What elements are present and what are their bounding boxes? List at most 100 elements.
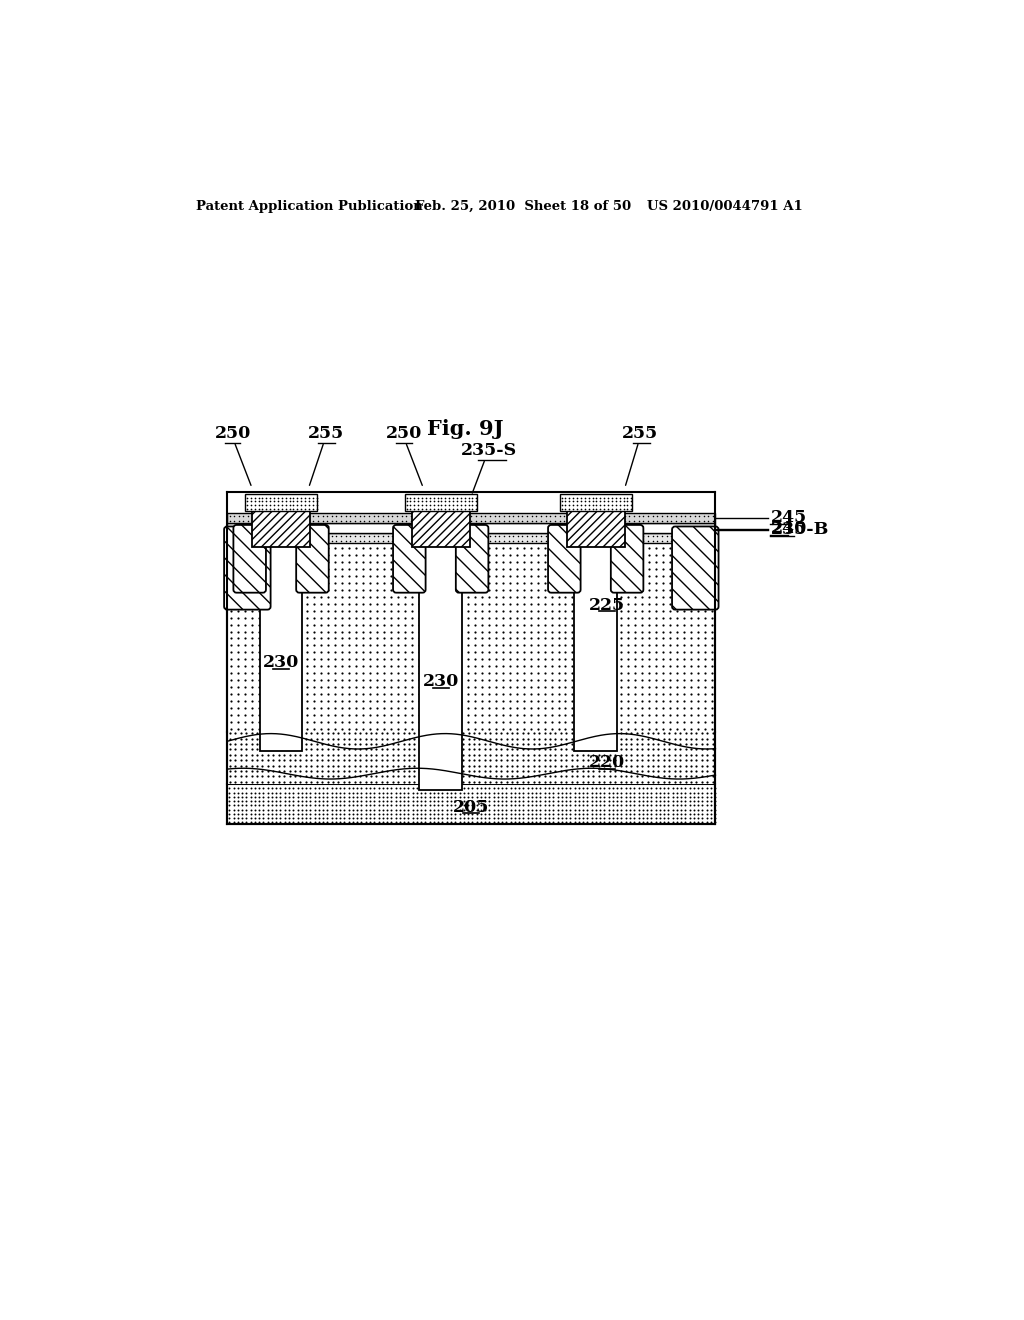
Point (444, 760, 461, 781)
Point (278, 487, 294, 508)
Point (473, 573, 489, 594)
Point (397, 545, 414, 566)
Point (384, 755, 400, 776)
Point (390, 642, 407, 663)
Point (580, 734, 596, 755)
Point (557, 545, 573, 566)
Point (472, 531, 488, 552)
Point (348, 586, 365, 607)
Point (696, 537, 713, 558)
Point (306, 628, 323, 649)
Point (480, 684, 497, 705)
Point (327, 552, 343, 573)
Point (631, 783, 647, 804)
Point (683, 558, 699, 579)
Point (254, 755, 270, 776)
Point (341, 697, 357, 718)
Point (707, 799, 723, 820)
Point (299, 545, 315, 566)
Point (430, 777, 446, 799)
Point (487, 729, 504, 750)
Point (306, 545, 323, 566)
Point (319, 739, 336, 760)
Point (656, 808, 673, 829)
Point (678, 760, 694, 781)
Point (471, 722, 487, 743)
Point (511, 777, 527, 799)
Point (407, 744, 423, 766)
Point (660, 787, 677, 808)
Point (648, 552, 665, 573)
Bar (227, 512, 716, 524)
Point (395, 760, 412, 781)
Point (613, 537, 630, 558)
Point (310, 808, 327, 829)
Point (600, 787, 616, 808)
Point (690, 614, 707, 635)
Point (455, 766, 471, 787)
Point (515, 750, 531, 771)
Point (643, 791, 659, 812)
Point (268, 812, 285, 833)
Point (348, 573, 365, 594)
Point (634, 565, 650, 586)
Point (699, 734, 716, 755)
Point (467, 642, 483, 663)
Point (665, 791, 681, 812)
Point (305, 531, 322, 552)
Point (430, 791, 446, 812)
Point (565, 499, 582, 520)
Point (362, 697, 379, 718)
Point (673, 804, 689, 825)
Point (221, 531, 238, 552)
Point (655, 601, 672, 622)
Point (229, 684, 246, 705)
Point (524, 777, 541, 799)
Point (477, 799, 494, 820)
Point (452, 777, 468, 799)
Point (473, 704, 489, 725)
Point (627, 718, 643, 739)
Point (660, 783, 677, 804)
Point (631, 511, 647, 532)
Point (683, 676, 699, 697)
Point (375, 799, 391, 820)
Point (306, 704, 323, 725)
Point (464, 799, 480, 820)
Point (544, 697, 560, 718)
Point (461, 750, 477, 771)
Point (487, 545, 504, 566)
Point (564, 697, 581, 718)
Point (375, 525, 391, 546)
Point (596, 795, 612, 816)
Point (357, 799, 374, 820)
Point (460, 656, 476, 677)
Point (357, 734, 374, 755)
Point (683, 663, 699, 684)
Point (408, 511, 424, 532)
Point (249, 771, 265, 792)
Point (662, 739, 678, 760)
Point (412, 750, 428, 771)
Point (413, 791, 429, 812)
Text: 250: 250 (386, 425, 422, 442)
Point (400, 766, 417, 787)
Point (449, 495, 465, 516)
Point (413, 783, 429, 804)
Point (351, 525, 368, 546)
Point (477, 525, 494, 546)
Point (669, 697, 685, 718)
Point (254, 487, 270, 508)
Point (487, 676, 504, 697)
Point (266, 487, 283, 508)
Point (677, 777, 693, 799)
Point (554, 783, 570, 804)
Point (655, 704, 672, 725)
Point (634, 642, 650, 663)
Point (374, 734, 390, 755)
Point (355, 628, 372, 649)
Point (648, 565, 665, 586)
Point (537, 593, 553, 614)
Point (549, 777, 565, 799)
Point (580, 795, 596, 816)
